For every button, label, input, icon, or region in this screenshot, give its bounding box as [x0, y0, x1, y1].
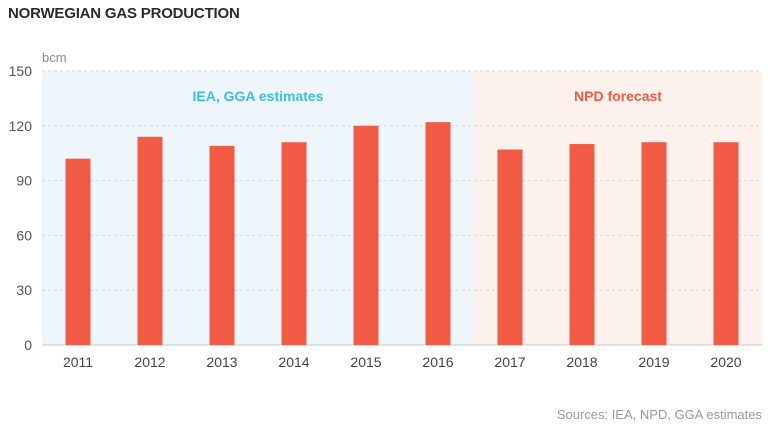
x-tick-label: 2011 [63, 354, 93, 370]
bar [497, 149, 523, 345]
x-tick-label: 2017 [494, 354, 525, 370]
y-tick-label: 0 [24, 337, 32, 353]
chart-title: NORWEGIAN GAS PRODUCTION [8, 5, 240, 22]
x-tick-label: 2020 [710, 354, 741, 370]
x-tick-label: 2019 [638, 354, 669, 370]
x-tick-label: 2015 [350, 354, 381, 370]
y-tick-label: 90 [16, 173, 32, 189]
source-note: Sources: IEA, NPD, GGA estimates [556, 407, 762, 422]
y-tick-label: 150 [9, 63, 33, 79]
bar [65, 158, 91, 345]
region-label: IEA, GGA estimates [193, 88, 324, 104]
x-tick-label: 2013 [206, 354, 237, 370]
y-tick-label: 60 [16, 227, 32, 243]
bar [641, 142, 667, 345]
y-tick-label: 120 [9, 118, 33, 134]
x-tick-label: 2016 [422, 354, 453, 370]
x-tick-label: 2012 [134, 354, 165, 370]
x-tick-label: 2018 [566, 354, 597, 370]
x-tick-labels: 2011 2012 2013 2014 2015 2016 2017 2018 2019 2020 [63, 354, 742, 370]
region-background [42, 71, 474, 345]
bar [569, 144, 595, 345]
y-tick-labels: 0 30 60 90 120 150 [9, 63, 33, 353]
y-unit-label: bcm [42, 50, 67, 65]
bar [281, 142, 307, 345]
bar [137, 136, 163, 345]
region-labels: IEA, GGA estimates NPD forecast [193, 88, 663, 104]
bar [353, 125, 379, 345]
region-label: NPD forecast [574, 88, 662, 104]
bar [713, 142, 739, 345]
y-tick-label: 30 [16, 282, 32, 298]
bar [209, 145, 235, 345]
bar [425, 122, 451, 345]
bars [65, 122, 739, 345]
x-tick-label: 2014 [278, 354, 309, 370]
